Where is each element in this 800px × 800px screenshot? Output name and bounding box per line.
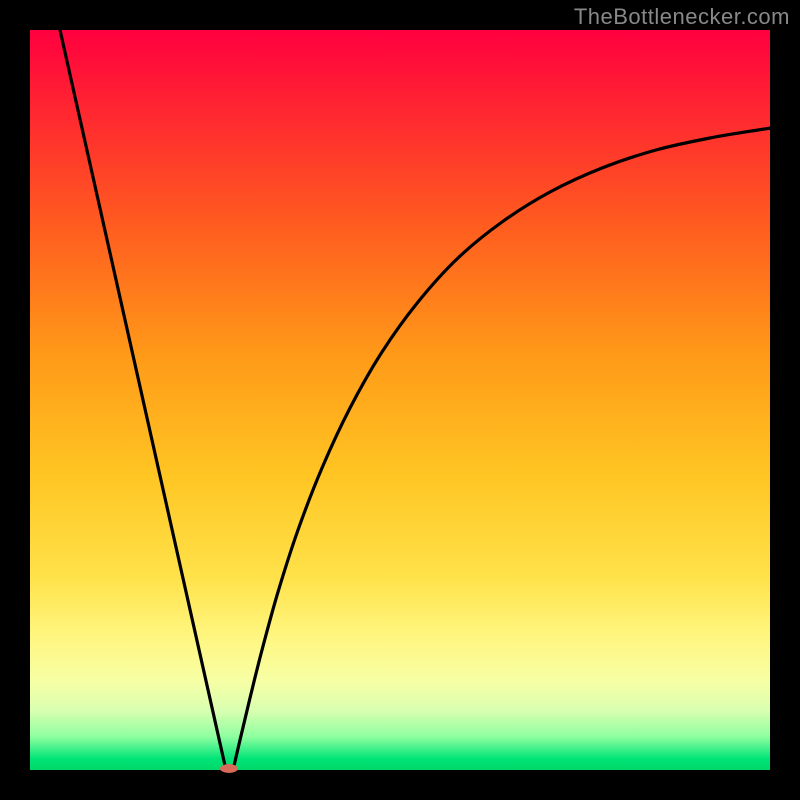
plot-background — [30, 30, 770, 770]
chart-container: TheBottlenecker.com — [0, 0, 800, 800]
bottleneck-chart — [0, 0, 800, 800]
vertex-marker — [220, 764, 238, 773]
watermark-label: TheBottlenecker.com — [574, 4, 790, 30]
